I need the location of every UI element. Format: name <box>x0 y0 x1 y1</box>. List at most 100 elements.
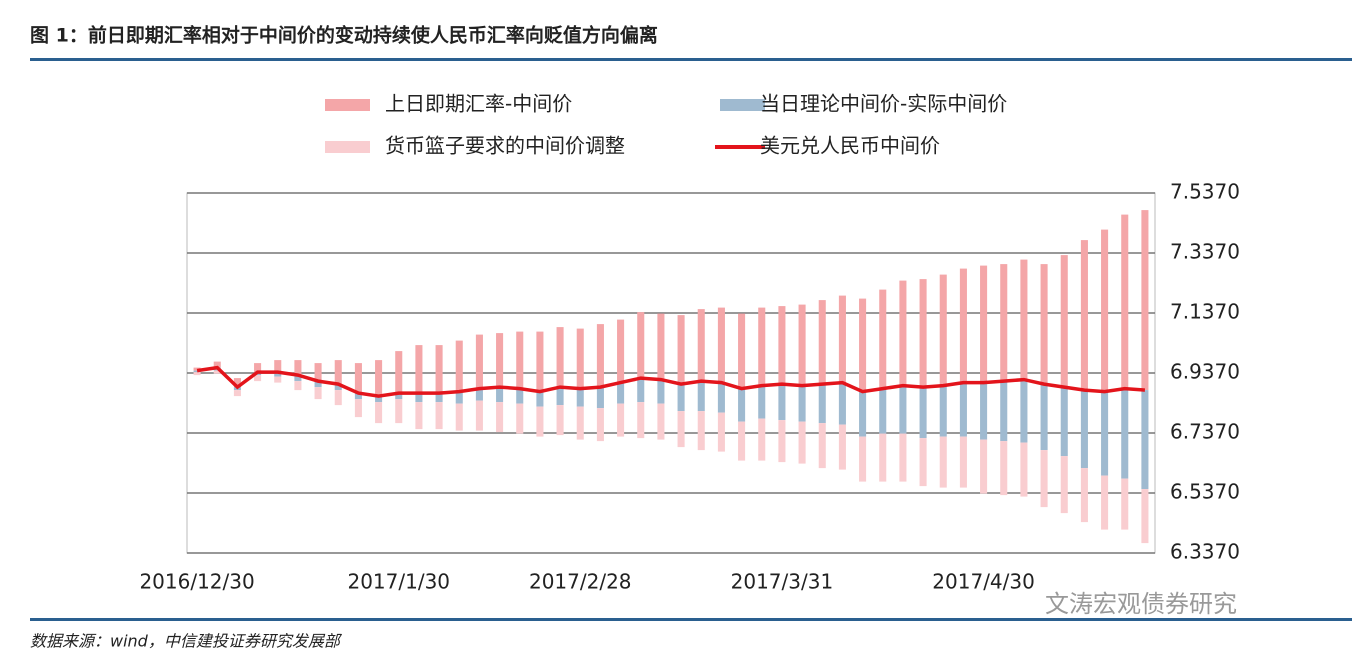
bar <box>859 436 867 482</box>
bar <box>980 265 988 383</box>
bar <box>395 399 403 424</box>
bar <box>919 387 927 439</box>
bar <box>939 385 947 437</box>
bar <box>919 279 927 388</box>
bar <box>838 424 846 470</box>
bar <box>415 402 423 430</box>
legend-label: 当日理论中间价-实际中间价 <box>760 92 1007 116</box>
bar <box>274 372 282 377</box>
legend-label: 美元兑人民币中间价 <box>760 134 940 158</box>
bar <box>496 387 504 403</box>
bar <box>697 411 705 451</box>
y-tick-label: 6.9370 <box>1170 360 1240 384</box>
bar <box>395 393 403 400</box>
bar <box>1060 387 1068 457</box>
bar <box>475 388 483 401</box>
bar <box>798 421 806 464</box>
bar <box>354 363 362 394</box>
bar <box>274 376 282 383</box>
bar <box>758 307 766 386</box>
y-tick-label: 7.3370 <box>1170 240 1240 264</box>
bar <box>838 295 846 383</box>
bar <box>516 388 524 404</box>
bar <box>1060 456 1068 514</box>
bar <box>415 345 423 394</box>
legend-swatch <box>325 99 370 111</box>
bar <box>435 345 443 394</box>
bar <box>254 375 262 382</box>
y-tick-label: 6.3370 <box>1170 540 1240 564</box>
bar <box>899 433 907 482</box>
bar <box>536 391 544 407</box>
bar <box>859 391 867 437</box>
bar <box>617 403 625 437</box>
bar <box>354 393 362 400</box>
bar <box>455 391 463 404</box>
bar <box>536 406 544 437</box>
bar <box>818 423 826 469</box>
bar <box>758 418 766 461</box>
bar <box>778 384 786 421</box>
bar <box>294 360 302 376</box>
bar <box>939 436 947 488</box>
y-tick-label: 7.5370 <box>1170 180 1240 204</box>
bar <box>395 351 403 394</box>
bar <box>435 402 443 430</box>
bar <box>1121 214 1129 389</box>
bar <box>919 438 927 487</box>
bar <box>576 406 584 440</box>
line-series <box>196 365 1146 398</box>
header-rule <box>30 58 1352 61</box>
bar <box>738 313 746 389</box>
bar <box>314 381 322 388</box>
bar <box>415 393 423 403</box>
bar <box>233 378 241 388</box>
bar <box>899 280 907 386</box>
bar <box>233 390 241 397</box>
chart-title: 图 1：前日即期汇率相对于中间价的变动持续使人民币汇率向贬值方向偏离 <box>30 24 658 47</box>
bar <box>556 327 564 388</box>
bar <box>637 402 645 439</box>
y-tick-label: 6.5370 <box>1170 480 1240 504</box>
bar <box>657 403 665 440</box>
bar <box>859 298 867 392</box>
x-tick-label: 2016/12/30 <box>139 570 254 594</box>
bar <box>637 378 645 403</box>
bar <box>435 393 443 403</box>
bar <box>1080 390 1088 469</box>
bar <box>1141 489 1149 544</box>
bar <box>213 370 221 374</box>
footer-rule <box>30 618 1352 621</box>
bar <box>556 405 564 436</box>
bar <box>516 403 524 434</box>
bar <box>475 400 483 431</box>
y-tick-label: 7.1370 <box>1170 300 1240 324</box>
bar <box>717 382 725 413</box>
bar <box>596 387 604 409</box>
bar <box>354 399 362 418</box>
bar <box>677 384 685 412</box>
bar <box>334 384 342 391</box>
legend-swatch <box>720 99 765 111</box>
bar <box>1000 441 1008 496</box>
x-tick-label: 2017/4/30 <box>932 570 1035 594</box>
bar <box>455 340 463 392</box>
bar <box>980 382 988 440</box>
bar <box>879 289 887 389</box>
bar <box>980 439 988 494</box>
bar <box>596 408 604 442</box>
bar <box>334 390 342 406</box>
bar <box>617 319 625 383</box>
legend-label: 货币篮子要求的中间价调整 <box>385 134 625 158</box>
bar <box>697 381 705 412</box>
bar <box>959 382 967 437</box>
bar <box>818 300 826 385</box>
bar <box>1040 384 1048 451</box>
bar <box>475 334 483 389</box>
watermark: 文涛宏观债券研究 <box>1045 590 1237 618</box>
bar <box>1080 240 1088 391</box>
bar <box>556 387 564 406</box>
bar <box>1101 475 1109 530</box>
bar <box>314 363 322 382</box>
bar <box>1101 391 1109 476</box>
